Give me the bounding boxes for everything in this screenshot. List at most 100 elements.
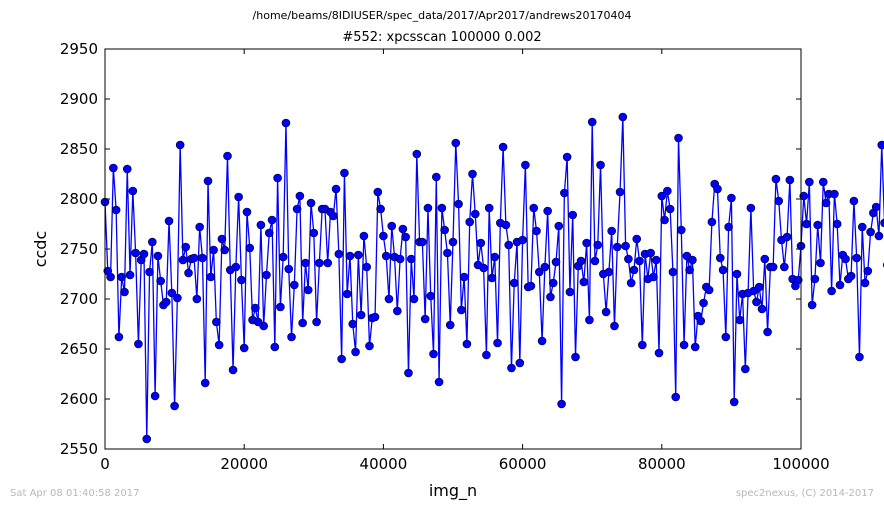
data-point	[384, 294, 394, 304]
data-point	[131, 248, 140, 258]
data-point	[557, 399, 566, 409]
data-point	[802, 219, 811, 229]
y-tick-label: 2950	[60, 40, 98, 58]
data-point	[217, 234, 227, 244]
data-point	[665, 204, 675, 214]
y-tick-label: 2550	[60, 440, 98, 458]
data-point	[841, 254, 850, 264]
data-point	[290, 280, 299, 290]
data-point	[509, 278, 519, 288]
data-point	[618, 112, 628, 122]
data-point	[331, 184, 341, 194]
data-point	[170, 401, 179, 411]
data-point	[198, 253, 207, 263]
data-point	[195, 222, 204, 232]
data-point	[334, 249, 344, 259]
data-point	[429, 349, 438, 359]
data-point	[370, 312, 380, 322]
data-point	[782, 232, 792, 242]
data-point	[173, 293, 182, 303]
data-point	[287, 332, 296, 342]
plot-frame	[104, 48, 802, 450]
data-point	[142, 434, 152, 444]
data-point	[715, 253, 725, 263]
data-point	[487, 273, 497, 283]
data-point	[434, 377, 444, 387]
data-point	[651, 255, 661, 265]
data-point	[167, 288, 177, 298]
data-point	[379, 231, 388, 241]
data-point	[760, 254, 770, 264]
data-point	[805, 177, 814, 187]
data-point	[757, 304, 767, 314]
data-point	[153, 251, 163, 261]
data-point	[212, 317, 221, 327]
x-tick-label: 40000	[360, 455, 408, 473]
data-point	[799, 191, 809, 201]
data-point	[328, 211, 338, 221]
data-point	[849, 196, 859, 206]
data-point	[134, 339, 143, 349]
data-point	[534, 267, 544, 277]
data-point	[214, 340, 224, 350]
data-point	[610, 321, 619, 331]
data-point	[543, 206, 552, 216]
data-point	[462, 339, 472, 349]
data-point	[445, 320, 455, 330]
data-point	[401, 232, 410, 242]
data-point	[593, 240, 603, 250]
ticks-layer: 0 20000 40000 60000 80000 100000 2550 2600 2650 2…	[60, 40, 830, 473]
data-point	[412, 149, 422, 159]
data-point	[150, 391, 160, 401]
data-point	[562, 152, 572, 162]
data-point	[830, 189, 839, 199]
data-point	[351, 347, 360, 357]
data-point	[707, 217, 717, 227]
data-point	[184, 268, 193, 278]
data-point	[518, 235, 527, 245]
data-point	[242, 207, 252, 217]
data-point	[835, 280, 845, 290]
y-tick-label: 2750	[60, 240, 98, 258]
data-point	[457, 305, 466, 315]
data-point	[727, 193, 736, 203]
data-point	[635, 256, 644, 266]
data-point	[114, 332, 124, 342]
data-point	[206, 272, 216, 282]
data-point	[404, 368, 413, 378]
x-tick-label: 60000	[499, 455, 547, 473]
data-point	[537, 336, 547, 346]
data-point	[855, 352, 864, 362]
data-point	[629, 265, 639, 275]
y-tick-label: 2650	[60, 340, 98, 358]
data-point	[354, 250, 363, 260]
data-point	[345, 251, 355, 261]
series-layer	[100, 112, 884, 444]
data-point	[298, 318, 307, 328]
data-point	[203, 176, 213, 186]
data-point	[596, 160, 605, 170]
data-point	[657, 191, 667, 201]
data-point	[356, 310, 366, 320]
data-point	[877, 140, 884, 150]
data-point	[264, 228, 274, 238]
data-point	[178, 255, 188, 265]
data-point	[437, 203, 447, 213]
data-point	[735, 315, 745, 325]
footer-timestamp: Sat Apr 08 01:40:58 2017	[10, 488, 140, 499]
data-point	[220, 245, 230, 255]
data-point	[660, 215, 669, 225]
data-point	[540, 262, 550, 272]
data-point	[785, 175, 795, 185]
data-point	[398, 224, 408, 234]
data-point	[128, 186, 138, 196]
data-point	[189, 253, 199, 263]
data-point	[156, 276, 165, 286]
data-point	[752, 297, 761, 307]
data-point	[626, 278, 636, 288]
data-point	[827, 286, 836, 296]
data-point	[813, 220, 823, 230]
data-point	[239, 343, 249, 353]
data-point	[774, 196, 784, 206]
